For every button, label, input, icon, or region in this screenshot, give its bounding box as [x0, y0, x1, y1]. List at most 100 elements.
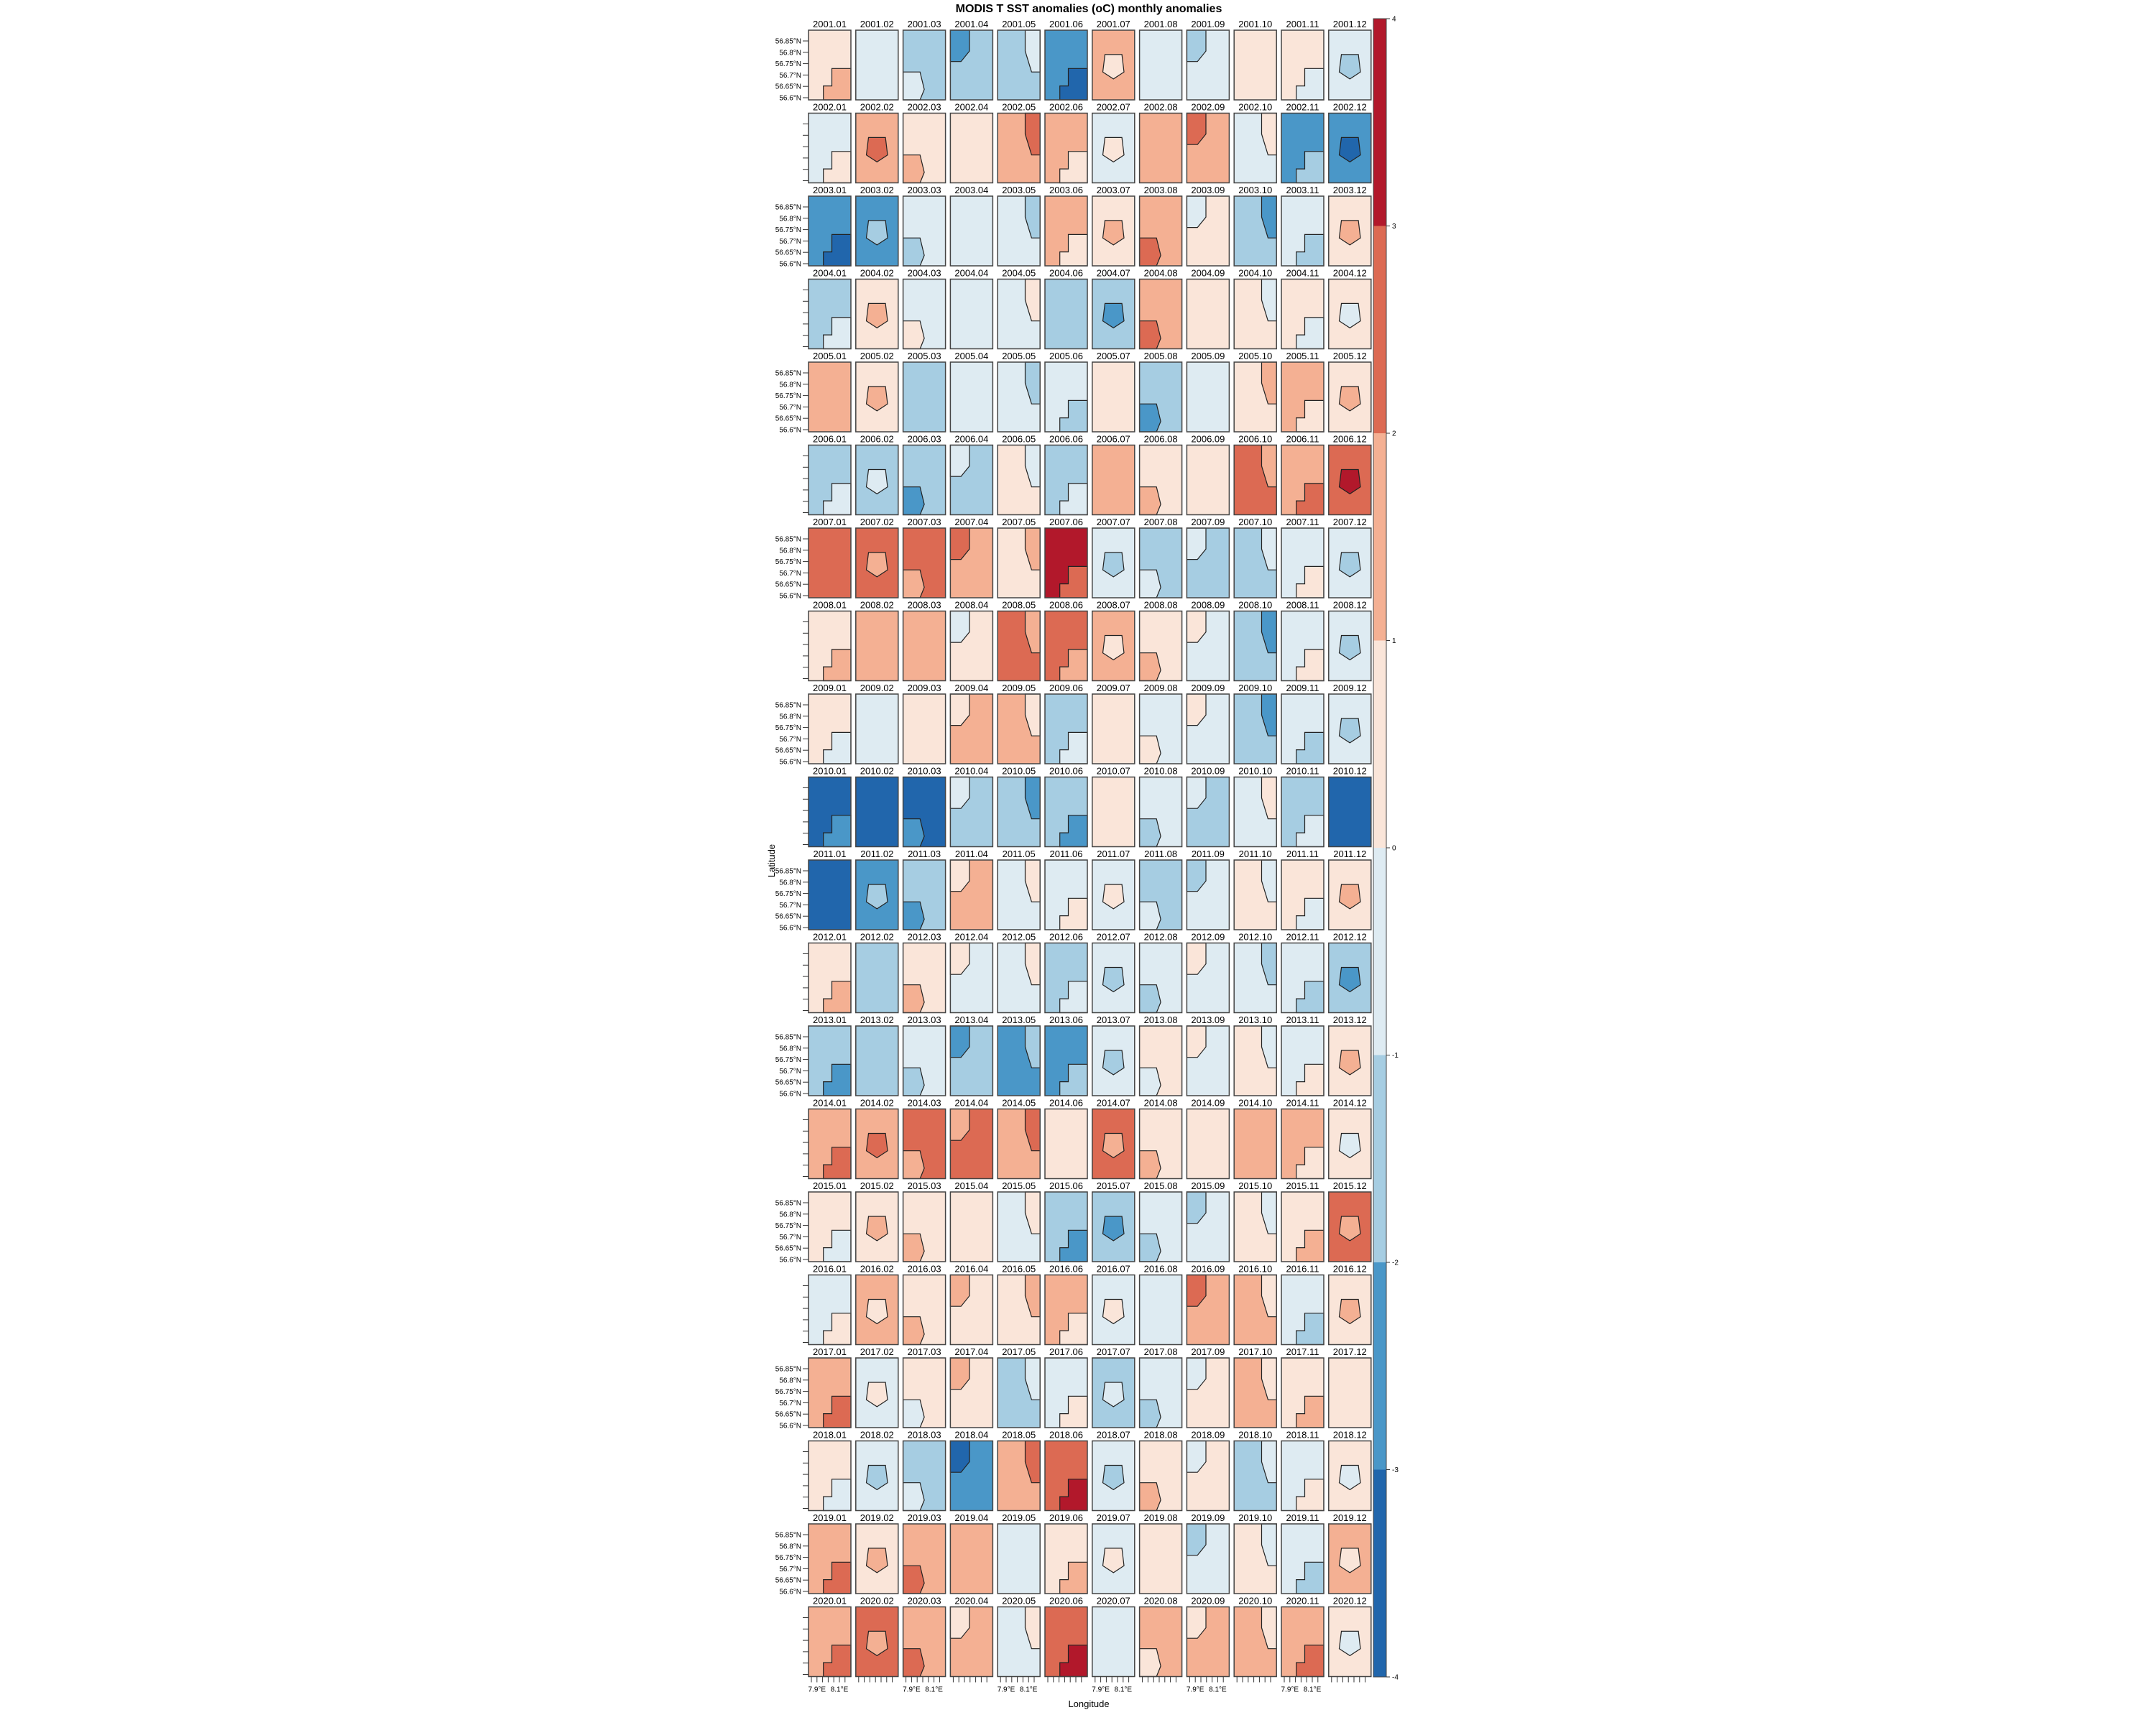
panel-2010.11: 2010.11	[1281, 766, 1325, 848]
panel-label: 2003.07	[1097, 185, 1130, 195]
panel-2003.06: 2003.06	[1044, 185, 1088, 267]
panel-label: 2005.03	[908, 351, 941, 361]
panel-label: 2016.10	[1238, 1264, 1272, 1275]
panel-border	[855, 1108, 899, 1180]
panel-2014.10: 2014.10	[1233, 1098, 1277, 1180]
panel-border	[1328, 195, 1372, 267]
panel-border	[1092, 1606, 1135, 1678]
panel-2019.10: 2019.10	[1233, 1512, 1277, 1594]
panel-border	[902, 1606, 946, 1678]
panel-label: 2012.02	[860, 932, 894, 943]
panel-2001.10: 2001.10	[1233, 19, 1277, 101]
panel-border	[997, 610, 1041, 682]
lat-tick-label: 56.85°N	[775, 1034, 801, 1042]
panel-label: 2011.01	[813, 849, 846, 859]
secondary-patch	[1138, 735, 1161, 764]
panel-label: 2017.03	[908, 1346, 941, 1357]
panel-border	[1281, 693, 1325, 764]
panel-border	[997, 112, 1041, 184]
panel-label: 2007.06	[1049, 517, 1083, 527]
panel-border	[1138, 1440, 1183, 1512]
panel-label: 2011.03	[908, 849, 941, 859]
panel-fill	[1234, 30, 1277, 100]
panel-label: 2005.10	[1238, 351, 1272, 361]
panel-label: 2012.06	[1049, 932, 1083, 943]
panel-label: 2003.10	[1238, 185, 1272, 195]
panel-2004.01: 2004.01	[803, 268, 852, 350]
panel-border	[1138, 1025, 1183, 1096]
secondary-patch	[1138, 320, 1161, 350]
panel-border	[1186, 859, 1230, 930]
panel-2003.07: 2003.07	[1092, 185, 1135, 267]
panel-label: 2010.12	[1333, 766, 1367, 777]
panel-label: 2001.08	[1144, 19, 1178, 29]
panel-2008.12: 2008.12	[1328, 600, 1372, 682]
lat-tick-label: 56.75°N	[775, 724, 801, 732]
panel-label: 2014.06	[1049, 1098, 1083, 1109]
panel-2016.12: 2016.12	[1328, 1264, 1372, 1346]
panel-border	[1186, 195, 1230, 267]
panel-label: 2019.01	[813, 1512, 847, 1523]
panel-border	[1233, 527, 1277, 598]
panel-border	[855, 859, 899, 930]
secondary-patch	[902, 984, 925, 1014]
lat-tick-label: 56.6°N	[779, 1589, 801, 1596]
panel-border	[855, 29, 899, 101]
panel-label: 2012.08	[1144, 932, 1178, 943]
panel-border	[1281, 1108, 1325, 1180]
panel-2004.12: 2004.12	[1328, 268, 1372, 350]
panel-label: 2011.09	[1192, 849, 1225, 859]
panel-2008.07: 2008.07	[1092, 600, 1135, 682]
panel-border	[949, 1440, 994, 1512]
panel-2007.10: 2007.10	[1233, 517, 1277, 598]
panel-label: 2004.08	[1144, 268, 1178, 279]
panel-label: 2016.07	[1097, 1264, 1130, 1275]
panel-2016.03: 2016.03	[902, 1264, 946, 1346]
panel-label: 2020.05	[1002, 1596, 1036, 1607]
panel-2009.04: 2009.04	[949, 683, 994, 764]
panel-2003.02: 2003.02	[855, 185, 899, 267]
panel-border	[1186, 1523, 1230, 1594]
lat-tick-label: 56.7°N	[779, 72, 801, 80]
panel-label: 2010.03	[908, 766, 941, 777]
lat-tick-label: 56.8°N	[779, 547, 801, 555]
panel-2010.04: 2010.04	[949, 766, 994, 848]
panel-border	[808, 361, 852, 433]
lat-tick-label: 56.8°N	[779, 1543, 801, 1550]
lat-tick-label: 56.75°N	[775, 1056, 801, 1064]
panel-border	[808, 195, 852, 267]
panel-fill	[1187, 445, 1230, 515]
lat-tick-label: 56.8°N	[779, 49, 801, 57]
panel-label: 2020.06	[1049, 1596, 1083, 1607]
panel-border	[997, 195, 1041, 267]
lat-tick-label: 56.65°N	[775, 415, 801, 423]
panel-2016.06: 2016.06	[1044, 1264, 1088, 1346]
panel-label: 2020.03	[908, 1596, 941, 1607]
panel-label: 2014.10	[1238, 1098, 1272, 1109]
secondary-patch	[1338, 302, 1361, 329]
panel-2010.01: 2010.01	[803, 766, 852, 848]
panel-border	[808, 278, 852, 350]
secondary-patch	[1102, 634, 1125, 661]
panel-fill	[950, 196, 993, 266]
panel-label: 2016.08	[1144, 1264, 1178, 1275]
panel-label: 2005.05	[1002, 351, 1036, 361]
panel-border	[902, 776, 946, 848]
panel-2016.05: 2016.05	[997, 1264, 1041, 1346]
panel-label: 2005.07	[1097, 351, 1130, 361]
panel-label: 2005.09	[1191, 351, 1225, 361]
panel-2013.07: 2013.07	[1092, 1014, 1135, 1096]
panel-border	[1328, 29, 1372, 101]
x-axis-label: Longitude	[1068, 1698, 1109, 1709]
panel-label: 2016.11	[1286, 1264, 1319, 1275]
panel-border	[855, 942, 899, 1014]
panel-label: 2016.12	[1333, 1264, 1367, 1275]
panel-label: 2017.04	[954, 1346, 988, 1357]
panel-label: 2009.04	[954, 683, 988, 693]
panel-fill	[1234, 1109, 1277, 1179]
panel-label: 2012.03	[908, 932, 941, 943]
panel-label: 2010.05	[1002, 766, 1036, 777]
panel-2017.10: 2017.10	[1233, 1346, 1277, 1428]
panel-2009.01: 2009.01 56.85°N 56.8°N 56.75°N 56.7°N 56.65°N…	[775, 683, 852, 767]
lon-tick-label: 8.1°E	[1209, 1686, 1227, 1694]
